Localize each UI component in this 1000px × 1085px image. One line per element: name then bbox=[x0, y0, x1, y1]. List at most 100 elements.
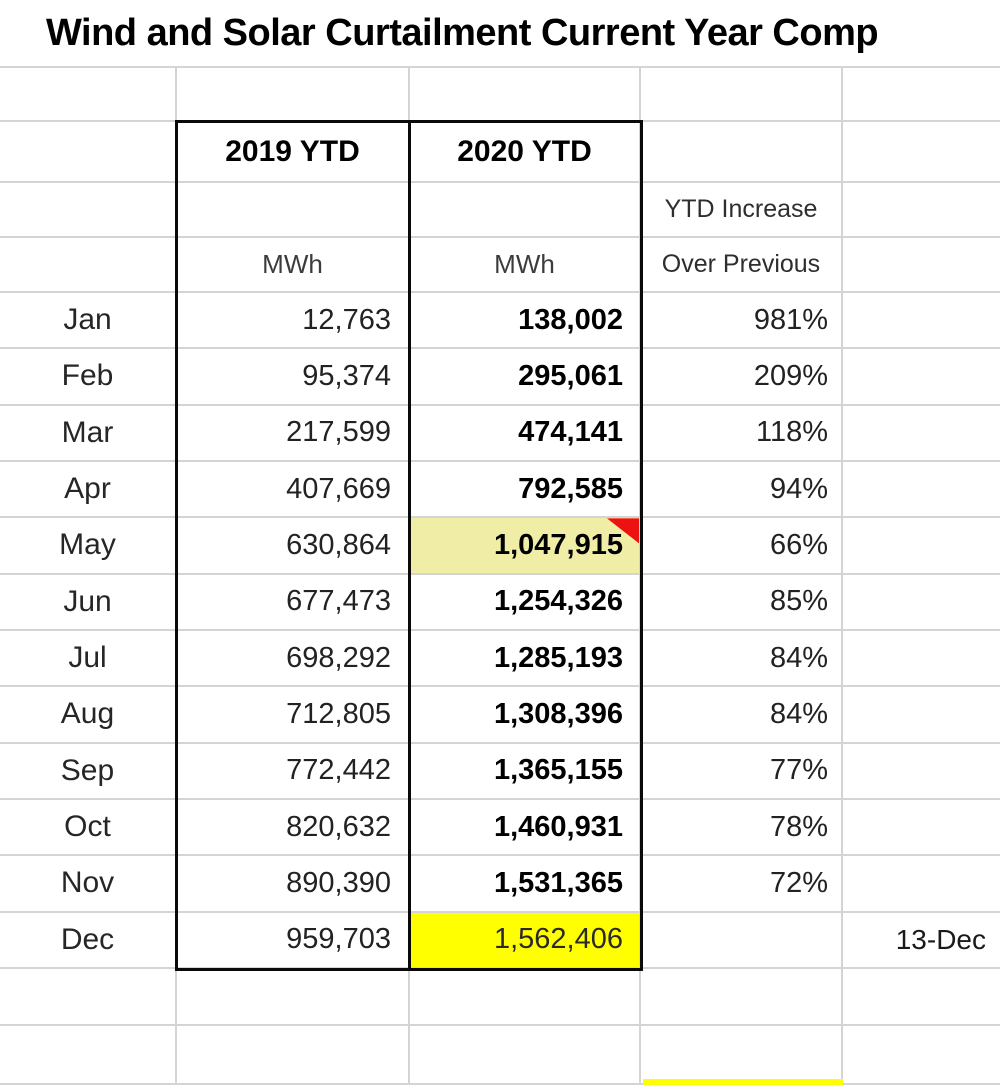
empty-cell[interactable] bbox=[0, 969, 177, 1026]
cell-note[interactable] bbox=[843, 631, 1000, 688]
table-row: Aug 712,805 1,308,396 84% bbox=[0, 687, 1000, 744]
cell-increase[interactable]: 77% bbox=[641, 743, 843, 800]
empty-cell[interactable] bbox=[410, 183, 641, 238]
cell-month[interactable]: Jun bbox=[0, 574, 177, 631]
empty-cell[interactable] bbox=[641, 969, 843, 1026]
empty-cell[interactable] bbox=[843, 183, 1000, 238]
increase-header-line1[interactable]: YTD Increase bbox=[641, 183, 843, 238]
cell-note[interactable] bbox=[843, 349, 1000, 406]
cell-increase[interactable]: 84% bbox=[641, 687, 843, 744]
cell-month[interactable]: May bbox=[0, 518, 177, 575]
cell-2020-value[interactable]: 295,061 bbox=[410, 349, 641, 406]
empty-cell[interactable] bbox=[177, 68, 410, 122]
empty-cell[interactable] bbox=[410, 1026, 641, 1085]
cell-2020-value[interactable]: 1,254,326 bbox=[410, 574, 641, 631]
empty-cell[interactable] bbox=[177, 183, 410, 238]
cell-note[interactable] bbox=[843, 856, 1000, 913]
cell-2020-value[interactable]: 1,562,406 bbox=[410, 912, 641, 969]
cell-increase[interactable]: 981% bbox=[641, 293, 843, 350]
unit-2020[interactable]: MWh bbox=[410, 238, 641, 293]
cell-2019-value[interactable]: 407,669 bbox=[177, 461, 410, 519]
empty-cell[interactable] bbox=[641, 122, 843, 183]
table-row: Jan 12,763 138,002 981% bbox=[0, 293, 1000, 350]
cell-note[interactable] bbox=[843, 575, 1000, 631]
cell-2019-value[interactable]: 630,864 bbox=[177, 518, 410, 575]
cell-2020-value[interactable]: 1,308,396 bbox=[410, 687, 641, 744]
cell-increase[interactable]: 118% bbox=[641, 405, 843, 462]
empty-cell[interactable] bbox=[843, 969, 1000, 1026]
page-title[interactable]: Wind and Solar Curtailment Current Year … bbox=[46, 11, 879, 54]
cell-2019-value[interactable]: 677,473 bbox=[177, 574, 410, 631]
empty-cell[interactable] bbox=[410, 68, 641, 122]
empty-cell[interactable] bbox=[641, 1026, 843, 1085]
empty-cell[interactable] bbox=[843, 1026, 1000, 1085]
cell-increase[interactable]: 94% bbox=[641, 461, 843, 519]
cell-note[interactable] bbox=[843, 293, 1000, 350]
empty-cell[interactable] bbox=[177, 1026, 410, 1085]
cell-2020-value[interactable]: 1,365,155 bbox=[410, 743, 641, 800]
empty-cell[interactable] bbox=[0, 238, 177, 293]
cell-month[interactable]: Apr bbox=[0, 461, 177, 519]
cell-increase[interactable]: 209% bbox=[641, 349, 843, 406]
column-header-2019[interactable]: 2019 YTD bbox=[177, 122, 410, 183]
empty-cell[interactable] bbox=[641, 68, 843, 122]
cell-increase[interactable]: 78% bbox=[641, 799, 843, 857]
cell-month[interactable]: Jan bbox=[0, 293, 177, 350]
unit-2019[interactable]: MWh bbox=[177, 238, 410, 293]
cell-increase[interactable]: 66% bbox=[641, 518, 843, 575]
empty-cell[interactable] bbox=[410, 969, 641, 1026]
cell-month[interactable]: Nov bbox=[0, 856, 177, 913]
empty-row bbox=[0, 68, 1000, 122]
cell-2020-value[interactable]: 474,141 bbox=[410, 405, 641, 462]
cell-month[interactable]: Oct bbox=[0, 799, 177, 857]
empty-cell[interactable] bbox=[0, 68, 177, 122]
table-row: Sep 772,442 1,365,155 77% bbox=[0, 743, 1000, 800]
cell-increase[interactable]: 85% bbox=[641, 574, 843, 631]
cell-note[interactable] bbox=[843, 687, 1000, 744]
cell-2020-value[interactable]: 1,047,915 bbox=[410, 518, 641, 575]
cell-2020-value[interactable]: 1,460,931 bbox=[410, 799, 641, 857]
cell-2019-value[interactable]: 95,374 bbox=[177, 349, 410, 406]
empty-cell[interactable] bbox=[177, 969, 410, 1026]
cell-month[interactable]: Sep bbox=[0, 743, 177, 800]
cell-increase[interactable] bbox=[641, 912, 843, 969]
cell-note[interactable] bbox=[843, 406, 1000, 462]
cell-month[interactable]: Dec bbox=[0, 912, 177, 969]
cell-note[interactable]: 13-Dec bbox=[843, 913, 1000, 969]
table-row: Jul 698,292 1,285,193 84% bbox=[0, 630, 1000, 688]
column-header-2020[interactable]: 2020 YTD bbox=[410, 122, 641, 183]
cell-2020-value[interactable]: 138,002 bbox=[410, 293, 641, 350]
cell-2019-value[interactable]: 217,599 bbox=[177, 405, 410, 462]
cell-month[interactable]: Aug bbox=[0, 687, 177, 744]
cell-2019-value[interactable]: 712,805 bbox=[177, 687, 410, 744]
cell-note[interactable] bbox=[843, 800, 1000, 857]
increase-header-line2[interactable]: Over Previous bbox=[641, 238, 843, 293]
units-row: MWh MWh Over Previous bbox=[0, 238, 1000, 293]
cell-2019-value[interactable]: 820,632 bbox=[177, 799, 410, 857]
cell-2019-value[interactable]: 698,292 bbox=[177, 630, 410, 688]
cell-note[interactable] bbox=[843, 744, 1000, 800]
cell-2020-value[interactable]: 792,585 bbox=[410, 461, 641, 519]
cell-month[interactable]: Jul bbox=[0, 630, 177, 688]
empty-cell[interactable] bbox=[0, 1026, 177, 1085]
cell-increase[interactable]: 72% bbox=[641, 856, 843, 913]
empty-cell[interactable] bbox=[0, 183, 177, 238]
cell-2019-value[interactable]: 772,442 bbox=[177, 743, 410, 800]
cell-2019-value[interactable]: 890,390 bbox=[177, 856, 410, 913]
cell-note[interactable] bbox=[843, 518, 1000, 575]
table-row: Apr 407,669 792,585 94% bbox=[0, 461, 1000, 519]
cell-2019-value[interactable]: 959,703 bbox=[177, 912, 410, 969]
cell-month[interactable]: Feb bbox=[0, 349, 177, 406]
empty-cell[interactable] bbox=[843, 238, 1000, 293]
cell-2020-value[interactable]: 1,285,193 bbox=[410, 630, 641, 688]
cell-increase[interactable]: 84% bbox=[641, 630, 843, 688]
empty-cell[interactable] bbox=[843, 122, 1000, 183]
empty-cell[interactable] bbox=[0, 122, 177, 183]
title-row: Wind and Solar Curtailment Current Year … bbox=[0, 0, 1000, 68]
cell-note[interactable] bbox=[843, 462, 1000, 519]
empty-cell[interactable] bbox=[843, 68, 1000, 122]
cell-2020-value[interactable]: 1,531,365 bbox=[410, 856, 641, 913]
cell-2019-value[interactable]: 12,763 bbox=[177, 293, 410, 350]
cell-month[interactable]: Mar bbox=[0, 405, 177, 462]
